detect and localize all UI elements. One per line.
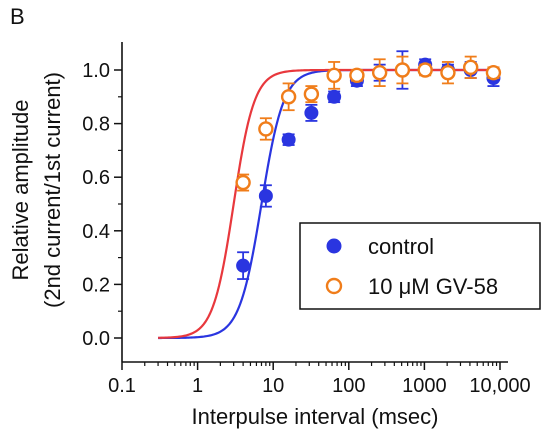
x-tick-label: 10,000: [469, 375, 530, 397]
point-gv58: [326, 67, 342, 84]
y-tick-label: 1.0: [82, 60, 110, 82]
point-gv58: [485, 64, 502, 81]
point-gv58: [349, 67, 365, 84]
y-tick-label: 0.8: [82, 114, 110, 136]
point-gv58: [440, 64, 456, 81]
point-gv58: [394, 62, 411, 78]
legend-label-gv58: 10 μM GV-58: [368, 274, 498, 299]
y-axis-title-line1: Relative amplitude: [8, 100, 33, 281]
y-tick-label: 0.0: [82, 328, 110, 350]
legend: control 10 μM GV-58: [299, 222, 541, 310]
point-control: [304, 105, 319, 120]
point-control: [236, 258, 251, 273]
point-gv58: [280, 89, 297, 105]
data-points: [235, 50, 502, 280]
point-control: [281, 132, 296, 147]
point-gv58: [303, 86, 320, 102]
point-gv58: [258, 121, 274, 137]
axes: 0.1 1 10 100 1000 10,000 0.0 0.2 0.4 0.6 0.8 1.0: [82, 42, 531, 397]
y-tick-label: 0.2: [82, 274, 110, 296]
x-tick-label: 0.1: [108, 375, 136, 397]
point-control: [258, 188, 273, 203]
point-gv58: [235, 174, 251, 191]
panel-label: B: [10, 4, 25, 29]
legend-marker-control: [326, 238, 342, 254]
legend-label-control: control: [368, 234, 434, 259]
x-tick-label: 1000: [402, 375, 447, 397]
point-gv58: [371, 64, 388, 81]
x-tick-label: 100: [332, 375, 365, 397]
legend-box: [299, 222, 541, 310]
legend-marker-gv58: [325, 277, 343, 295]
y-tick-label: 0.4: [82, 221, 110, 243]
x-tick-label: 10: [262, 375, 284, 397]
point-control: [327, 89, 342, 104]
y-tick-label: 0.6: [82, 167, 110, 189]
x-ticks: 0.1 1 10 100 1000 10,000: [108, 362, 531, 397]
y-axis-title-line2: (2nd current/1st current): [40, 72, 65, 308]
fit-curve-gv58: [158, 68, 494, 339]
fit-curves: [158, 68, 494, 340]
point-gv58: [462, 59, 479, 76]
x-axis-title: Interpulse interval (msec): [192, 404, 439, 429]
y-ticks: 0.0 0.2 0.4 0.6 0.8 1.0: [82, 60, 122, 350]
point-gv58: [417, 62, 433, 78]
x-tick-label: 1: [192, 375, 203, 397]
